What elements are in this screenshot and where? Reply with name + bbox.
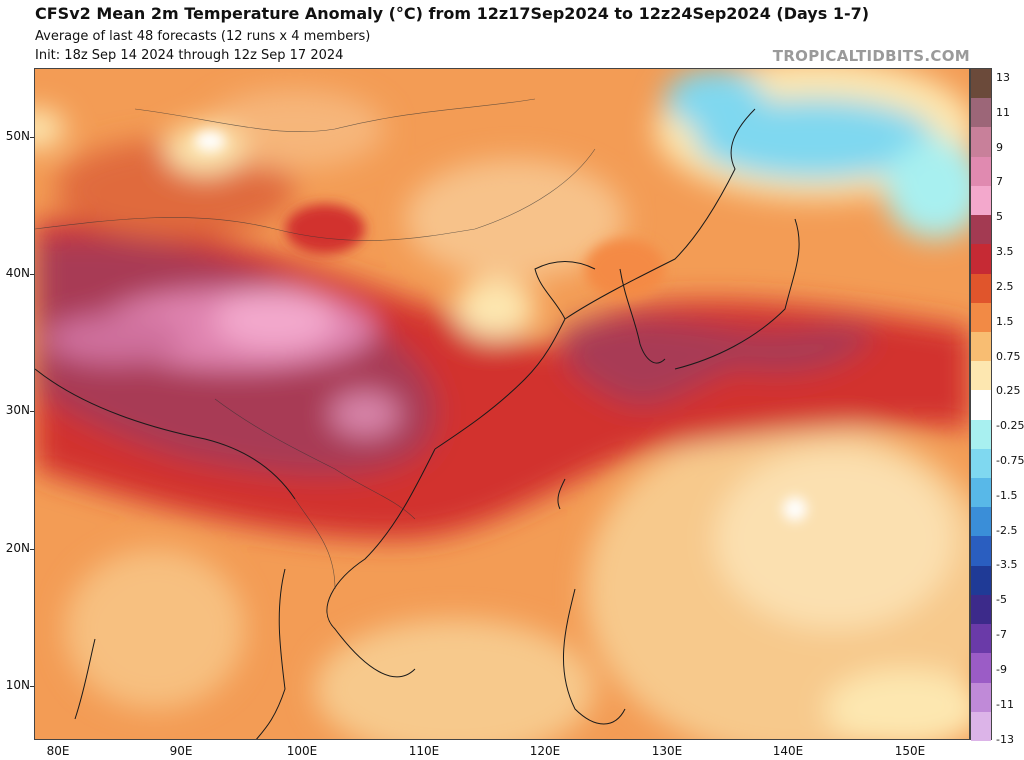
lat-label-30n: 30N: [5, 403, 30, 417]
colorbar-swatch: [971, 565, 991, 596]
anomaly-detail: [195, 131, 807, 521]
colorbar-swatch: [971, 390, 991, 421]
coastlines: [35, 108, 800, 739]
colorbar-swatch: [971, 448, 991, 479]
chart-title: CFSv2 Mean 2m Temperature Anomaly (°C) f…: [35, 4, 870, 23]
lon-label-150e: 150E: [894, 744, 926, 758]
colorbar-swatch: [971, 273, 991, 304]
colorbar-label: 1.5: [996, 314, 1014, 328]
colorbar-label: 7: [996, 175, 1003, 189]
borders: [35, 98, 596, 590]
colorbar-swatch: [971, 419, 991, 450]
colorbar-swatch: [971, 127, 991, 158]
colorbar-swatch: [971, 536, 991, 567]
lon-label-80e: 80E: [46, 744, 70, 758]
lat-label-40n: 40N: [5, 266, 30, 280]
brand-watermark: TROPICALTIDBITS.COM: [772, 47, 970, 65]
lat-tick: [30, 411, 34, 412]
colorbar-label: -1.5: [996, 488, 1018, 502]
colorbar-label: -13: [996, 732, 1014, 746]
colorbar-label: -7: [996, 628, 1007, 642]
colorbar-label: -0.25: [996, 419, 1024, 433]
colorbar-label: 5: [996, 210, 1003, 224]
colorbar-swatch: [971, 507, 991, 537]
colorbar-swatch: [971, 624, 991, 654]
colorbar-label: -9: [996, 662, 1007, 676]
lat-tick: [30, 549, 34, 550]
colorbar-swatch: [971, 215, 991, 245]
colorbar-swatch: [971, 156, 991, 187]
colorbar-swatch: [971, 653, 991, 684]
colorbar-label: 0.75: [996, 349, 1021, 363]
lon-label-100e: 100E: [286, 744, 318, 758]
init-line: Init: 18z Sep 14 2024 through 12z Sep 17…: [35, 48, 344, 63]
lon-label-140e: 140E: [772, 744, 804, 758]
colorbar-label: 3.5: [996, 245, 1014, 259]
lat-label-20n: 20N: [5, 541, 30, 555]
colorbar-swatch: [971, 594, 991, 625]
colorbar-label: 11: [996, 105, 1010, 119]
colorbar-swatch: [971, 244, 991, 274]
colorbar-label: 13: [996, 71, 1010, 84]
lat-tick: [30, 686, 34, 687]
colorbar-swatch: [971, 711, 991, 742]
colorbar-swatch: [971, 302, 991, 333]
colorbar-label: -3.5: [996, 558, 1018, 572]
colorbar-swatch: [971, 478, 991, 508]
colorbar-label: -2.5: [996, 523, 1018, 537]
colorbar-label: 9: [996, 140, 1003, 154]
lat-label-10n: 10N: [5, 678, 30, 692]
lon-label-120e: 120E: [529, 744, 561, 758]
colorbar-label: -11: [996, 697, 1014, 711]
colorbar-label: 0.25: [996, 384, 1021, 398]
colorbar-swatch: [971, 98, 991, 128]
lat-label-50n: 50N: [5, 129, 30, 143]
lat-tick: [30, 137, 34, 138]
colorbar-label: -0.75: [996, 454, 1024, 467]
colorbar-swatch: [971, 361, 991, 391]
chart-subtitle: Average of last 48 forecasts (12 runs x …: [35, 29, 371, 44]
lat-tick: [30, 274, 34, 275]
colorbar-swatch: [971, 682, 991, 713]
colorbar: [970, 68, 992, 742]
colorbar-swatch: [971, 69, 991, 99]
lon-label-90e: 90E: [169, 744, 193, 758]
anomaly-field: [35, 69, 969, 739]
map-canvas: [35, 69, 969, 739]
colorbar-label: 2.5: [996, 279, 1014, 293]
colorbar-swatch: [971, 331, 991, 362]
lon-label-110e: 110E: [408, 744, 440, 758]
colorbar-swatch: [971, 185, 991, 216]
lon-label-130e: 130E: [651, 744, 683, 758]
colorbar-label: -5: [996, 593, 1007, 607]
anomaly-map: [34, 68, 970, 740]
